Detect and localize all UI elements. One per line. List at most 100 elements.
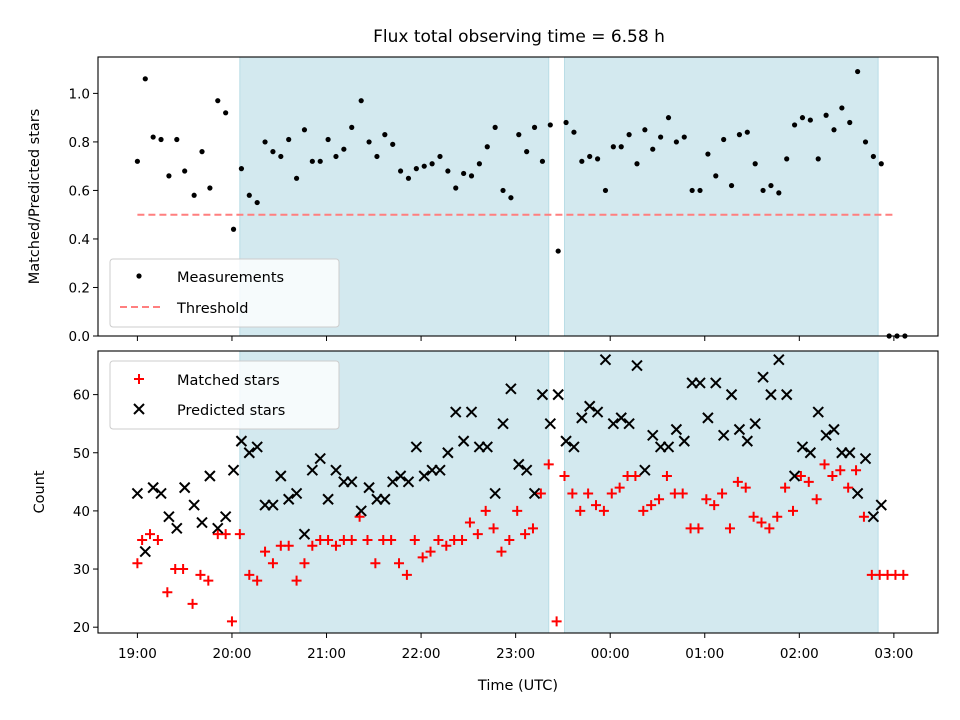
- predicted-star-point: [568, 441, 580, 453]
- measurement-point: [492, 124, 498, 130]
- top-plot-frame: [97, 56, 939, 337]
- matched-star-point: [835, 465, 846, 476]
- predicted-star-point: [859, 452, 872, 465]
- measurement-point: [293, 175, 300, 181]
- predicted-star-point: [702, 412, 714, 424]
- predicted-star-point: [773, 354, 785, 366]
- matched-star-point: [898, 569, 909, 580]
- top-y-tick-label: 0.8: [69, 135, 90, 151]
- measurement-point: [681, 134, 687, 140]
- measurement-point: [437, 153, 443, 160]
- matched-star-point: [220, 529, 231, 540]
- predicted-star-point: [670, 423, 683, 436]
- predicted-star-point: [536, 388, 549, 401]
- matched-star-point: [267, 558, 278, 569]
- measurement-point: [547, 122, 553, 128]
- predicted-star-point: [765, 388, 777, 401]
- predicted-star-point: [725, 388, 738, 401]
- predicted-star-point: [410, 441, 423, 453]
- measurement-point: [230, 226, 237, 232]
- matched-star-point: [630, 471, 641, 482]
- matched-star-point: [520, 529, 531, 540]
- predicted-star-point: [212, 522, 224, 535]
- predicted-star-point: [804, 447, 817, 459]
- matched-star-point: [291, 575, 302, 586]
- matched-star-point: [252, 575, 263, 586]
- measurement-point: [855, 68, 861, 75]
- measurement-point: [807, 117, 813, 123]
- predicted-star-point: [178, 481, 191, 494]
- matched-star-point: [488, 523, 499, 534]
- matched-star-point: [195, 569, 206, 580]
- predicted-star-point: [820, 429, 832, 442]
- top-y-tick-label: 1.0: [69, 86, 90, 102]
- predicted-star-point: [489, 487, 501, 500]
- top-shaded-interval: [563, 56, 879, 337]
- predicted-star-point: [442, 447, 454, 459]
- measurement-point: [626, 132, 632, 138]
- measurement-point: [134, 158, 140, 164]
- predicted-star-point: [607, 417, 620, 430]
- x-tick-label: 22:00: [402, 646, 441, 662]
- measurement-point: [736, 132, 743, 138]
- predicted-star-point: [355, 505, 367, 517]
- predicted-star-point: [757, 371, 769, 383]
- predicted-star-point: [235, 435, 248, 447]
- measurement-point: [760, 187, 766, 194]
- measurement-point: [349, 124, 355, 130]
- matched-star-point: [472, 529, 483, 540]
- predicted-star-point: [505, 383, 517, 395]
- measurement-point: [721, 136, 727, 143]
- measurement-point: [642, 127, 648, 133]
- measurement-point: [823, 112, 829, 118]
- matched-star-point: [811, 494, 822, 505]
- bottom-plot-frame: [97, 350, 939, 634]
- matched-star-point: [394, 558, 405, 569]
- matched-star-point: [795, 471, 806, 482]
- predicted-star-point: [379, 493, 391, 505]
- predicted-star-point: [243, 447, 256, 459]
- matched-star-point: [598, 505, 609, 516]
- matched-star-point: [851, 465, 862, 476]
- legend-measurements-label: Measurements: [177, 270, 284, 286]
- legend-threshold-label: Threshold: [176, 301, 248, 317]
- matched-star-point: [748, 511, 759, 522]
- matched-star-point: [661, 471, 672, 482]
- matched-star-point: [606, 488, 617, 499]
- measurement-point: [579, 158, 585, 164]
- predicted-star-point: [251, 441, 263, 453]
- measurement-point: [238, 166, 245, 172]
- matched-star-point: [543, 459, 554, 470]
- x-tick-label: 21:00: [307, 646, 346, 662]
- matched-star-point: [756, 517, 767, 528]
- measurement-point: [713, 173, 719, 179]
- matched-star-point: [646, 500, 657, 511]
- predicted-star-point: [457, 435, 470, 447]
- predicted-star-point: [314, 452, 326, 465]
- matched-star-point: [504, 534, 515, 545]
- measurement-point: [468, 173, 475, 179]
- measurement-point: [246, 192, 252, 198]
- measurement-point: [166, 173, 172, 179]
- measurement-point: [286, 136, 292, 143]
- matched-star-point: [234, 529, 245, 540]
- measurement-point: [405, 175, 412, 181]
- top-shaded-intervals: [239, 56, 879, 337]
- matched-star-point: [709, 500, 720, 511]
- measurement-point: [207, 185, 213, 191]
- measurement-point: [791, 122, 798, 128]
- predicted-star-point: [812, 406, 824, 418]
- matched-star-point: [575, 505, 586, 516]
- measurement-point: [571, 129, 577, 135]
- measurement-point: [563, 119, 569, 126]
- predicted-star-point: [219, 511, 232, 523]
- predicted-star-point: [780, 388, 793, 401]
- measurement-point: [610, 144, 616, 150]
- predicted-star-point: [298, 528, 311, 540]
- measurement-point: [658, 134, 664, 140]
- bottom-y-tick-label: 60: [73, 388, 90, 404]
- x-axis-label: Time (UTC): [477, 678, 558, 694]
- matched-star-point: [307, 540, 318, 551]
- legend-matched-marker: [134, 374, 144, 384]
- measurement-point: [524, 149, 530, 155]
